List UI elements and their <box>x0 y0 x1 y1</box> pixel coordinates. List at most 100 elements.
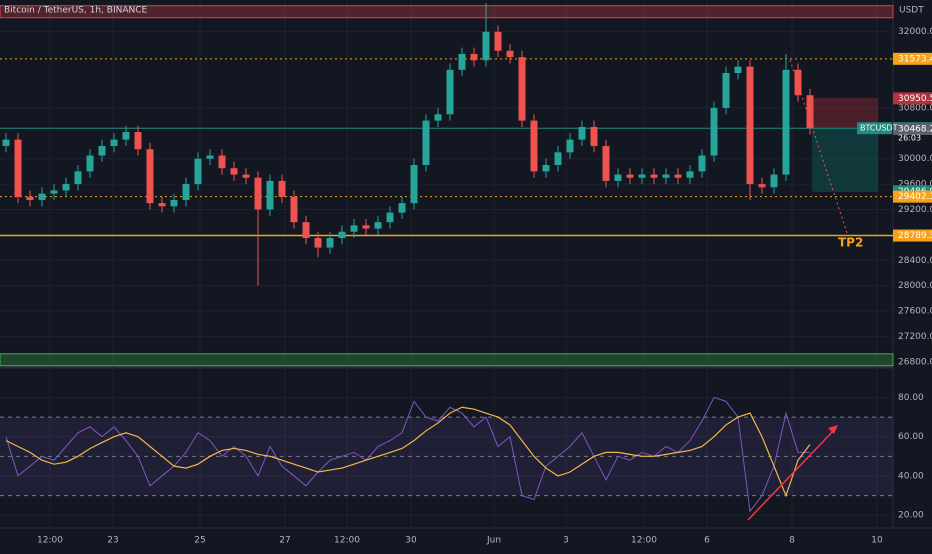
candle-body <box>2 139 10 146</box>
candle-body <box>26 196 34 200</box>
candle-body <box>206 155 214 159</box>
x-tick-label: Jun <box>486 536 501 546</box>
candle-body <box>242 174 250 178</box>
symbol-label: BTCUSDT <box>860 124 898 133</box>
x-tick-label: 12:00 <box>37 536 63 546</box>
y-tick-label: 29600.00 <box>898 180 932 190</box>
candle-body <box>170 199 178 207</box>
y-tick-label: 32000.00 <box>898 27 932 37</box>
rsi-band <box>0 417 893 496</box>
candle-body <box>662 174 670 178</box>
x-tick-label: 27 <box>279 536 290 546</box>
candle-body <box>494 31 502 51</box>
level-tag <box>893 190 932 203</box>
y-tick-label: 28000.00 <box>898 281 932 291</box>
candle-body <box>578 126 586 140</box>
candle-body <box>398 203 406 213</box>
candle-body <box>362 225 370 229</box>
rsi-trend-arrow <box>828 425 838 434</box>
y-tick-label: 27600.00 <box>898 307 932 317</box>
candle-body <box>794 69 802 96</box>
x-tick-label: 3 <box>563 536 569 546</box>
target-label: TP2 <box>838 236 863 250</box>
level-tag <box>893 52 932 65</box>
candle-body <box>650 174 658 178</box>
level-label: 31573.40 <box>898 54 932 64</box>
level-tag <box>893 122 932 135</box>
candle-body <box>806 95 814 129</box>
candle-body <box>110 139 118 146</box>
candle-body <box>62 184 70 191</box>
candle-body <box>374 222 382 229</box>
level-label: 28789.34 <box>898 231 932 241</box>
candle-body <box>554 152 562 166</box>
candle-body <box>446 69 454 115</box>
candle-body <box>734 66 742 73</box>
candle-body <box>98 146 106 156</box>
rsi-trend-line <box>747 427 837 521</box>
rsi-tick-label: 20.00 <box>898 511 924 521</box>
candle-body <box>74 171 82 185</box>
candle-body <box>350 225 358 232</box>
level-tag <box>893 92 932 105</box>
candle-body <box>722 73 730 108</box>
candle-body <box>758 184 766 188</box>
rsi-tick-label: 60.00 <box>898 432 924 442</box>
rsi-tick-label: 80.00 <box>898 393 924 403</box>
y-tick-label: 26800.00 <box>898 357 932 367</box>
level-label: 30950.59 <box>898 94 932 104</box>
chart-title: Bitcoin / TetherUS, 1h, BINANCE <box>4 6 148 16</box>
candle-body <box>770 174 778 188</box>
candle-body <box>614 174 622 181</box>
axis-unit: USDT <box>899 6 924 16</box>
candle-body <box>50 190 58 194</box>
level-label: 29402.13 <box>898 192 932 202</box>
target-zone <box>812 128 878 192</box>
candle-body <box>326 238 334 248</box>
candle-body <box>338 231 346 239</box>
candle-body <box>698 155 706 172</box>
candle-body <box>782 69 790 175</box>
candle-body <box>602 146 610 181</box>
candle-body <box>194 158 202 185</box>
candle-body <box>638 174 646 178</box>
candle-body <box>686 171 694 178</box>
candle-body <box>530 120 538 172</box>
y-tick-label: 28400.00 <box>898 256 932 266</box>
candle-body <box>254 177 262 210</box>
candle-body <box>158 203 166 207</box>
x-tick-label: 8 <box>789 536 795 546</box>
rsi-line <box>5 396 810 513</box>
x-tick-label: 30 <box>405 536 417 546</box>
candle-body <box>674 174 682 178</box>
candle-body <box>290 196 298 223</box>
y-tick-label: 29200.00 <box>898 205 932 215</box>
candle-body <box>566 139 574 153</box>
level-tag <box>893 229 932 242</box>
candle-body <box>710 107 718 156</box>
candle-body <box>218 155 226 169</box>
symbol-tag <box>857 122 892 135</box>
y-tick-label: 30000.00 <box>898 154 932 164</box>
candle-body <box>314 238 322 248</box>
candle-body <box>746 66 754 185</box>
x-tick-label: 10 <box>871 536 883 546</box>
x-tick-label: 6 <box>704 536 710 546</box>
candle-body <box>542 165 550 172</box>
candle-body <box>266 180 274 210</box>
candle-body <box>386 212 394 223</box>
candle-body <box>422 120 430 166</box>
candle-body <box>182 184 190 200</box>
rsi-tick-label: 40.00 <box>898 471 924 481</box>
candle-body <box>278 180 286 197</box>
candle-body <box>410 165 418 204</box>
candle-body <box>458 53 466 70</box>
x-tick-label: 12:00 <box>631 536 657 546</box>
candle-body <box>434 114 442 121</box>
candle-body <box>38 193 46 200</box>
candle-body <box>230 168 238 175</box>
y-tick-label: 30800.00 <box>898 103 932 113</box>
countdown: 26:03 <box>898 134 921 143</box>
candle-body <box>470 53 478 61</box>
